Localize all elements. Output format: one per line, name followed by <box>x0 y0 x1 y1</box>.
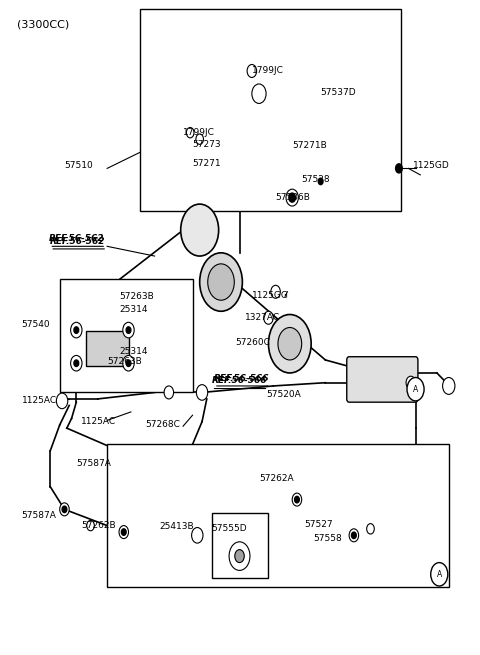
Text: 57555D: 57555D <box>212 525 247 533</box>
Circle shape <box>60 503 69 516</box>
Circle shape <box>123 322 134 338</box>
Text: 57271: 57271 <box>192 159 221 168</box>
Text: 57271B: 57271B <box>292 141 327 150</box>
Text: 57273: 57273 <box>192 140 221 149</box>
Text: REF.56-566: REF.56-566 <box>214 373 269 383</box>
Text: 57527: 57527 <box>304 520 333 529</box>
Text: 57537D: 57537D <box>321 88 356 97</box>
Circle shape <box>278 328 301 360</box>
Circle shape <box>407 377 424 401</box>
Text: 1799JC: 1799JC <box>252 66 284 75</box>
Circle shape <box>71 356 82 371</box>
Circle shape <box>186 128 194 138</box>
Circle shape <box>286 189 299 206</box>
Text: 1125GG: 1125GG <box>252 291 289 299</box>
Text: 57540: 57540 <box>22 320 50 329</box>
Text: 1327AC: 1327AC <box>245 313 280 322</box>
Circle shape <box>126 327 131 333</box>
Text: 1125AC: 1125AC <box>81 417 116 426</box>
Circle shape <box>247 64 257 77</box>
Text: 57528: 57528 <box>301 175 330 184</box>
Text: 57520A: 57520A <box>266 390 301 399</box>
Circle shape <box>62 506 67 513</box>
Bar <box>140 9 401 211</box>
Text: 57262A: 57262A <box>259 474 294 483</box>
Text: 57263B: 57263B <box>107 357 142 365</box>
Circle shape <box>164 386 174 399</box>
Circle shape <box>252 84 266 103</box>
Bar <box>107 444 449 588</box>
Circle shape <box>443 377 455 394</box>
Circle shape <box>196 134 204 144</box>
Text: REF.56-566: REF.56-566 <box>212 376 267 385</box>
Text: REF.56-562: REF.56-562 <box>50 236 106 246</box>
Circle shape <box>74 360 79 366</box>
Circle shape <box>264 311 273 324</box>
Circle shape <box>318 178 323 185</box>
Text: 25314: 25314 <box>119 347 147 356</box>
Circle shape <box>367 523 374 534</box>
Circle shape <box>351 532 356 538</box>
Circle shape <box>121 529 126 535</box>
Text: A: A <box>437 570 442 579</box>
Text: 1799JC: 1799JC <box>183 128 215 137</box>
FancyBboxPatch shape <box>347 357 418 402</box>
Circle shape <box>200 253 242 311</box>
Text: 57510: 57510 <box>64 161 93 170</box>
Text: (3300CC): (3300CC) <box>17 19 69 29</box>
Text: REF.56-562: REF.56-562 <box>49 234 105 243</box>
Circle shape <box>292 493 301 506</box>
Circle shape <box>349 529 359 542</box>
Text: 57262B: 57262B <box>81 521 116 530</box>
Circle shape <box>87 520 95 531</box>
Bar <box>60 279 192 392</box>
Text: 1125GD: 1125GD <box>413 160 450 170</box>
Text: 57263B: 57263B <box>119 293 154 301</box>
Text: A: A <box>413 384 418 394</box>
Circle shape <box>208 264 234 300</box>
Circle shape <box>406 376 416 389</box>
Circle shape <box>289 193 296 202</box>
Circle shape <box>431 563 448 586</box>
Circle shape <box>192 527 203 543</box>
Circle shape <box>123 356 134 371</box>
Circle shape <box>229 542 250 571</box>
Text: 57268C: 57268C <box>145 421 180 430</box>
Text: 1125AC: 1125AC <box>22 396 57 405</box>
Text: 57536B: 57536B <box>276 193 311 202</box>
Text: 57587A: 57587A <box>76 459 111 468</box>
Text: 57558: 57558 <box>313 534 342 543</box>
Text: 57587A: 57587A <box>22 512 57 520</box>
Circle shape <box>396 164 402 173</box>
Bar <box>86 331 129 366</box>
Circle shape <box>295 496 300 503</box>
Text: 57260C: 57260C <box>235 338 270 347</box>
Circle shape <box>196 384 208 400</box>
Text: 25314: 25314 <box>119 305 147 314</box>
Circle shape <box>126 360 131 366</box>
Text: 25413B: 25413B <box>159 523 194 531</box>
Circle shape <box>268 314 311 373</box>
Circle shape <box>119 525 129 538</box>
Circle shape <box>271 286 280 298</box>
Circle shape <box>71 322 82 338</box>
Circle shape <box>56 393 68 409</box>
Circle shape <box>180 204 219 256</box>
Circle shape <box>235 550 244 563</box>
Circle shape <box>74 327 79 333</box>
Bar <box>212 513 268 578</box>
